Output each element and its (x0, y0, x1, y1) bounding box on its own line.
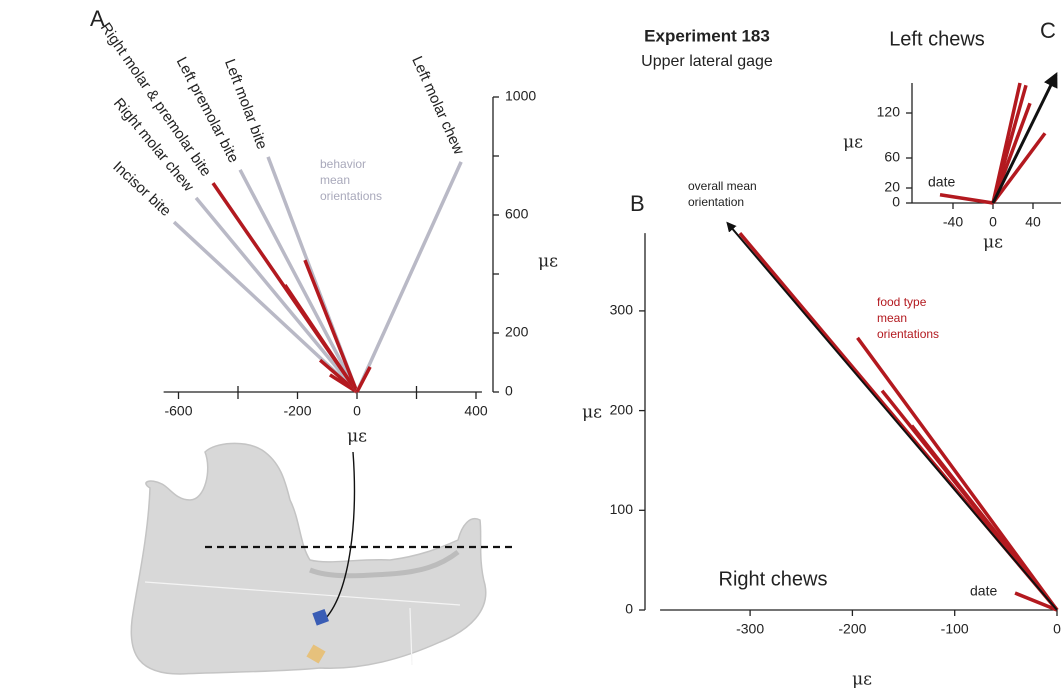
x-tick-label: -300 (736, 621, 764, 637)
annotation: overall mean (688, 179, 757, 193)
title: Experiment 183 (644, 26, 770, 45)
annotation: orientations (877, 327, 939, 341)
vector-label: date (928, 174, 955, 190)
x-tick-label: -40 (943, 214, 963, 230)
annotation: orientation (688, 195, 744, 209)
vector (1014, 591, 1058, 612)
y-tick-label: 60 (884, 149, 900, 165)
vector-part (303, 259, 359, 393)
jaw-illustration (130, 442, 517, 675)
x-axis-label: με (852, 670, 872, 690)
y-axis-label: με (582, 403, 602, 423)
vector (991, 132, 1047, 205)
x-axis-label: με (347, 427, 367, 447)
panel-label: A (90, 6, 105, 31)
x-tick-label: 0 (353, 403, 361, 419)
annotation: mean (877, 311, 907, 325)
y-axis-label: με (538, 252, 558, 272)
vector (355, 161, 463, 393)
y-tick-label: 300 (610, 302, 634, 318)
panel-label: B (630, 191, 645, 216)
vector (910, 424, 1059, 612)
x-tick-label: -100 (941, 621, 969, 637)
vector-part (318, 358, 359, 394)
panel-title: Left chews (889, 28, 985, 50)
subtitle: Upper lateral gage (641, 53, 773, 70)
y-tick-label: 100 (610, 501, 634, 517)
y-tick-label: 600 (505, 206, 529, 222)
y-tick-label: 0 (505, 383, 513, 399)
y-tick-label: 120 (877, 104, 901, 120)
y-tick-label: 0 (625, 601, 633, 617)
mean-arrow (726, 221, 1058, 611)
vector-label: date (970, 583, 997, 599)
x-tick-label: 40 (1025, 214, 1041, 230)
y-tick-label: 20 (884, 179, 900, 195)
annotation: behavior (320, 157, 366, 171)
vector (856, 336, 1059, 612)
vector-part (355, 366, 372, 393)
panel-label: C (1040, 18, 1056, 43)
annotation: orientations (320, 189, 382, 203)
x-tick-label: 0 (1053, 621, 1061, 637)
x-tick-label: -600 (164, 403, 192, 419)
vector (194, 196, 359, 394)
x-tick-label: -200 (838, 621, 866, 637)
y-tick-label: 0 (892, 194, 900, 210)
y-axis-label: με (843, 133, 863, 153)
y-tick-label: 200 (610, 401, 634, 417)
panel-title: Right chews (719, 568, 828, 590)
x-tick-label: 400 (464, 403, 488, 419)
annotation: food type (877, 295, 927, 309)
x-tick-label: 0 (989, 214, 997, 230)
x-tick-label: -200 (283, 403, 311, 419)
annotation: mean (320, 173, 350, 187)
vector (238, 169, 359, 393)
vector-label: Left molar chew (408, 54, 467, 158)
x-axis-label: με (983, 233, 1003, 253)
y-tick-label: 1000 (505, 88, 536, 104)
vector-part (283, 283, 359, 393)
vector (991, 102, 1032, 204)
vector (939, 193, 994, 205)
mean-arrow (991, 72, 1058, 204)
y-tick-label: 200 (505, 324, 529, 340)
